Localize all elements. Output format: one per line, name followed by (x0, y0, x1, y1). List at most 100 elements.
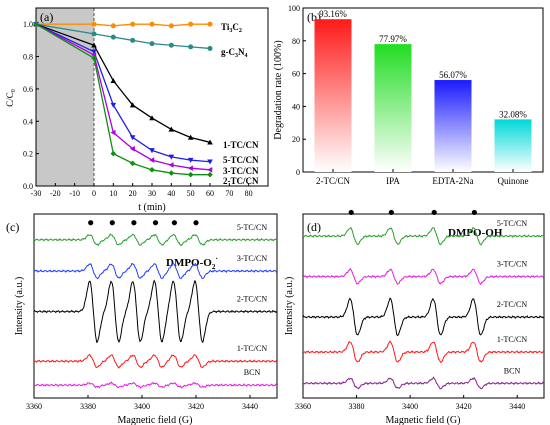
series-group-a (33, 21, 213, 178)
data-point-a (187, 157, 194, 163)
x-tick-label-a: 0 (92, 189, 96, 198)
spectrum-line-c (33, 233, 278, 247)
x-tick-label-a: 30 (148, 189, 156, 198)
peak-dot-d (431, 209, 437, 216)
bar-value-label: 32.08% (499, 109, 527, 119)
x-tick-label-a: -30 (31, 189, 42, 198)
category-label-b: 2-TC/CN (316, 176, 351, 186)
data-point-a (149, 41, 155, 47)
spectra-c (33, 233, 278, 390)
data-point-a (129, 102, 136, 108)
y-tick-label-a: 1.0 (23, 20, 33, 29)
spectrum-label-d: 3-TC/CN (497, 260, 527, 269)
plot-frame-b (302, 7, 544, 173)
title-c: DMPO-O2· (166, 254, 218, 271)
category-label-b: IPA (386, 176, 400, 186)
x-axis-label-a: t (min) (138, 202, 166, 213)
x-tick-label-a: 50 (187, 189, 195, 198)
data-point-a (129, 135, 136, 141)
spectrum-label-c: BCN (244, 368, 261, 377)
x-tick-label-a: 70 (225, 189, 233, 198)
data-point-a (187, 171, 194, 178)
x-tick-label-d: 3420 (456, 402, 472, 411)
data-point-a (188, 44, 194, 50)
data-point-a (110, 129, 116, 136)
data-point-a (149, 157, 155, 163)
data-point-a (207, 171, 213, 178)
data-point-a (149, 148, 155, 154)
peak-dot-d (388, 209, 394, 216)
axis-ticks-d: 3360 3380 3400 3420 3440 (295, 395, 525, 411)
peak-dot-c (88, 220, 94, 226)
data-point-a (110, 23, 116, 29)
x-tick-label-a: 20 (129, 189, 137, 198)
data-point-a (130, 37, 136, 43)
peak-dot-d (348, 209, 354, 216)
spectrum-label-d: 2-TC/CN (497, 300, 527, 309)
data-point-a (168, 162, 174, 168)
x-tick-label-a: 60 (206, 189, 214, 198)
data-point-a (91, 55, 97, 61)
x-tick-label-d: 3360 (295, 402, 311, 411)
spectrum-label-c: 5-TC/CN (237, 223, 267, 232)
bar-b (434, 80, 472, 172)
data-point-a (110, 78, 117, 84)
series-label-part: C (232, 22, 239, 32)
data-point-a (110, 34, 116, 40)
y-tick-label-a: 0.8 (23, 53, 33, 62)
data-point-a (207, 167, 213, 173)
series-label-a: g-C3N4 (221, 47, 248, 59)
data-point-a (91, 31, 97, 37)
series-label-a: 5-TC/CN (223, 155, 259, 165)
series-line-a (35, 23, 211, 171)
peak-dot-c (109, 220, 115, 226)
x-tick-label-c: 3380 (80, 402, 96, 411)
y-axis-label-c: Intensity (a.u.) (14, 277, 25, 336)
x-tick-label-a: 80 (245, 189, 253, 198)
data-point-a (33, 21, 39, 27)
peak-dot-c (131, 220, 137, 226)
x-tick-label-c: 3360 (26, 402, 42, 411)
data-point-a (110, 150, 117, 157)
category-label-b: Quinone (498, 176, 529, 186)
spectrum-line-d (302, 267, 545, 286)
x-tick-label-d: 3380 (349, 402, 365, 411)
panel-a: (a) -30 -20 -10 0 10 20 30 40 50 60 70 80 0.0 0.2 0.4 0… (5, 7, 269, 213)
bar-b (374, 44, 412, 173)
spectrum-labels-d: 5-TC/CN 3-TC/CN 2-TC/CN 1-TC/CN BCN (497, 219, 527, 375)
spectrum-line-c (33, 262, 278, 280)
category-label-b: EDTA-2Na (432, 176, 473, 186)
x-tick-label-d: 3440 (509, 402, 525, 411)
y-axis-label-b: Degradation rate (100%) (273, 40, 284, 139)
series-label-a: Ti3C2 (221, 22, 242, 34)
data-point-a (110, 102, 117, 108)
x-tick-label-d: 3400 (402, 402, 418, 411)
spectrum-label-d: 5-TC/CN (497, 219, 527, 228)
panel-label-a: (a) (40, 10, 53, 24)
spectrum-line-d (302, 297, 545, 337)
bar-value-label: 56.07% (439, 70, 467, 80)
series-label-part: N (238, 47, 245, 57)
panel-b: (b) 93.16%77.97%56.07%32.08% 2-TC/CN IPA E… (273, 4, 544, 186)
bar-b (314, 19, 352, 172)
y-tick-label-a: 0.4 (23, 117, 33, 126)
series-label-part: 3 (235, 53, 238, 59)
data-point-a (129, 160, 136, 167)
data-point-a (207, 159, 213, 165)
y-tick-label-a: 0.6 (23, 85, 33, 94)
data-point-a (207, 21, 213, 27)
x-tick-label-a: 10 (109, 189, 117, 198)
y-tick-label-a: 0.0 (23, 182, 33, 191)
peak-dot-c (193, 220, 199, 226)
y-tick-label-b: 0 (296, 168, 300, 177)
y-tick-label-b: 60 (292, 70, 300, 79)
panel-c: (c) DMPO-O2· 5-TC/CN 3-TC/CN 2-TC/CN 1-TC/C… (6, 213, 278, 425)
peak-markers-d (348, 209, 477, 216)
data-point-a (149, 167, 155, 173)
series-label-part: 2 (239, 28, 242, 34)
x-tick-label-a: 40 (167, 189, 175, 198)
peak-markers-c (88, 220, 199, 226)
axis-ticks-c: 3360 3380 3400 3420 3440 (26, 395, 258, 411)
data-point-a (130, 21, 136, 27)
